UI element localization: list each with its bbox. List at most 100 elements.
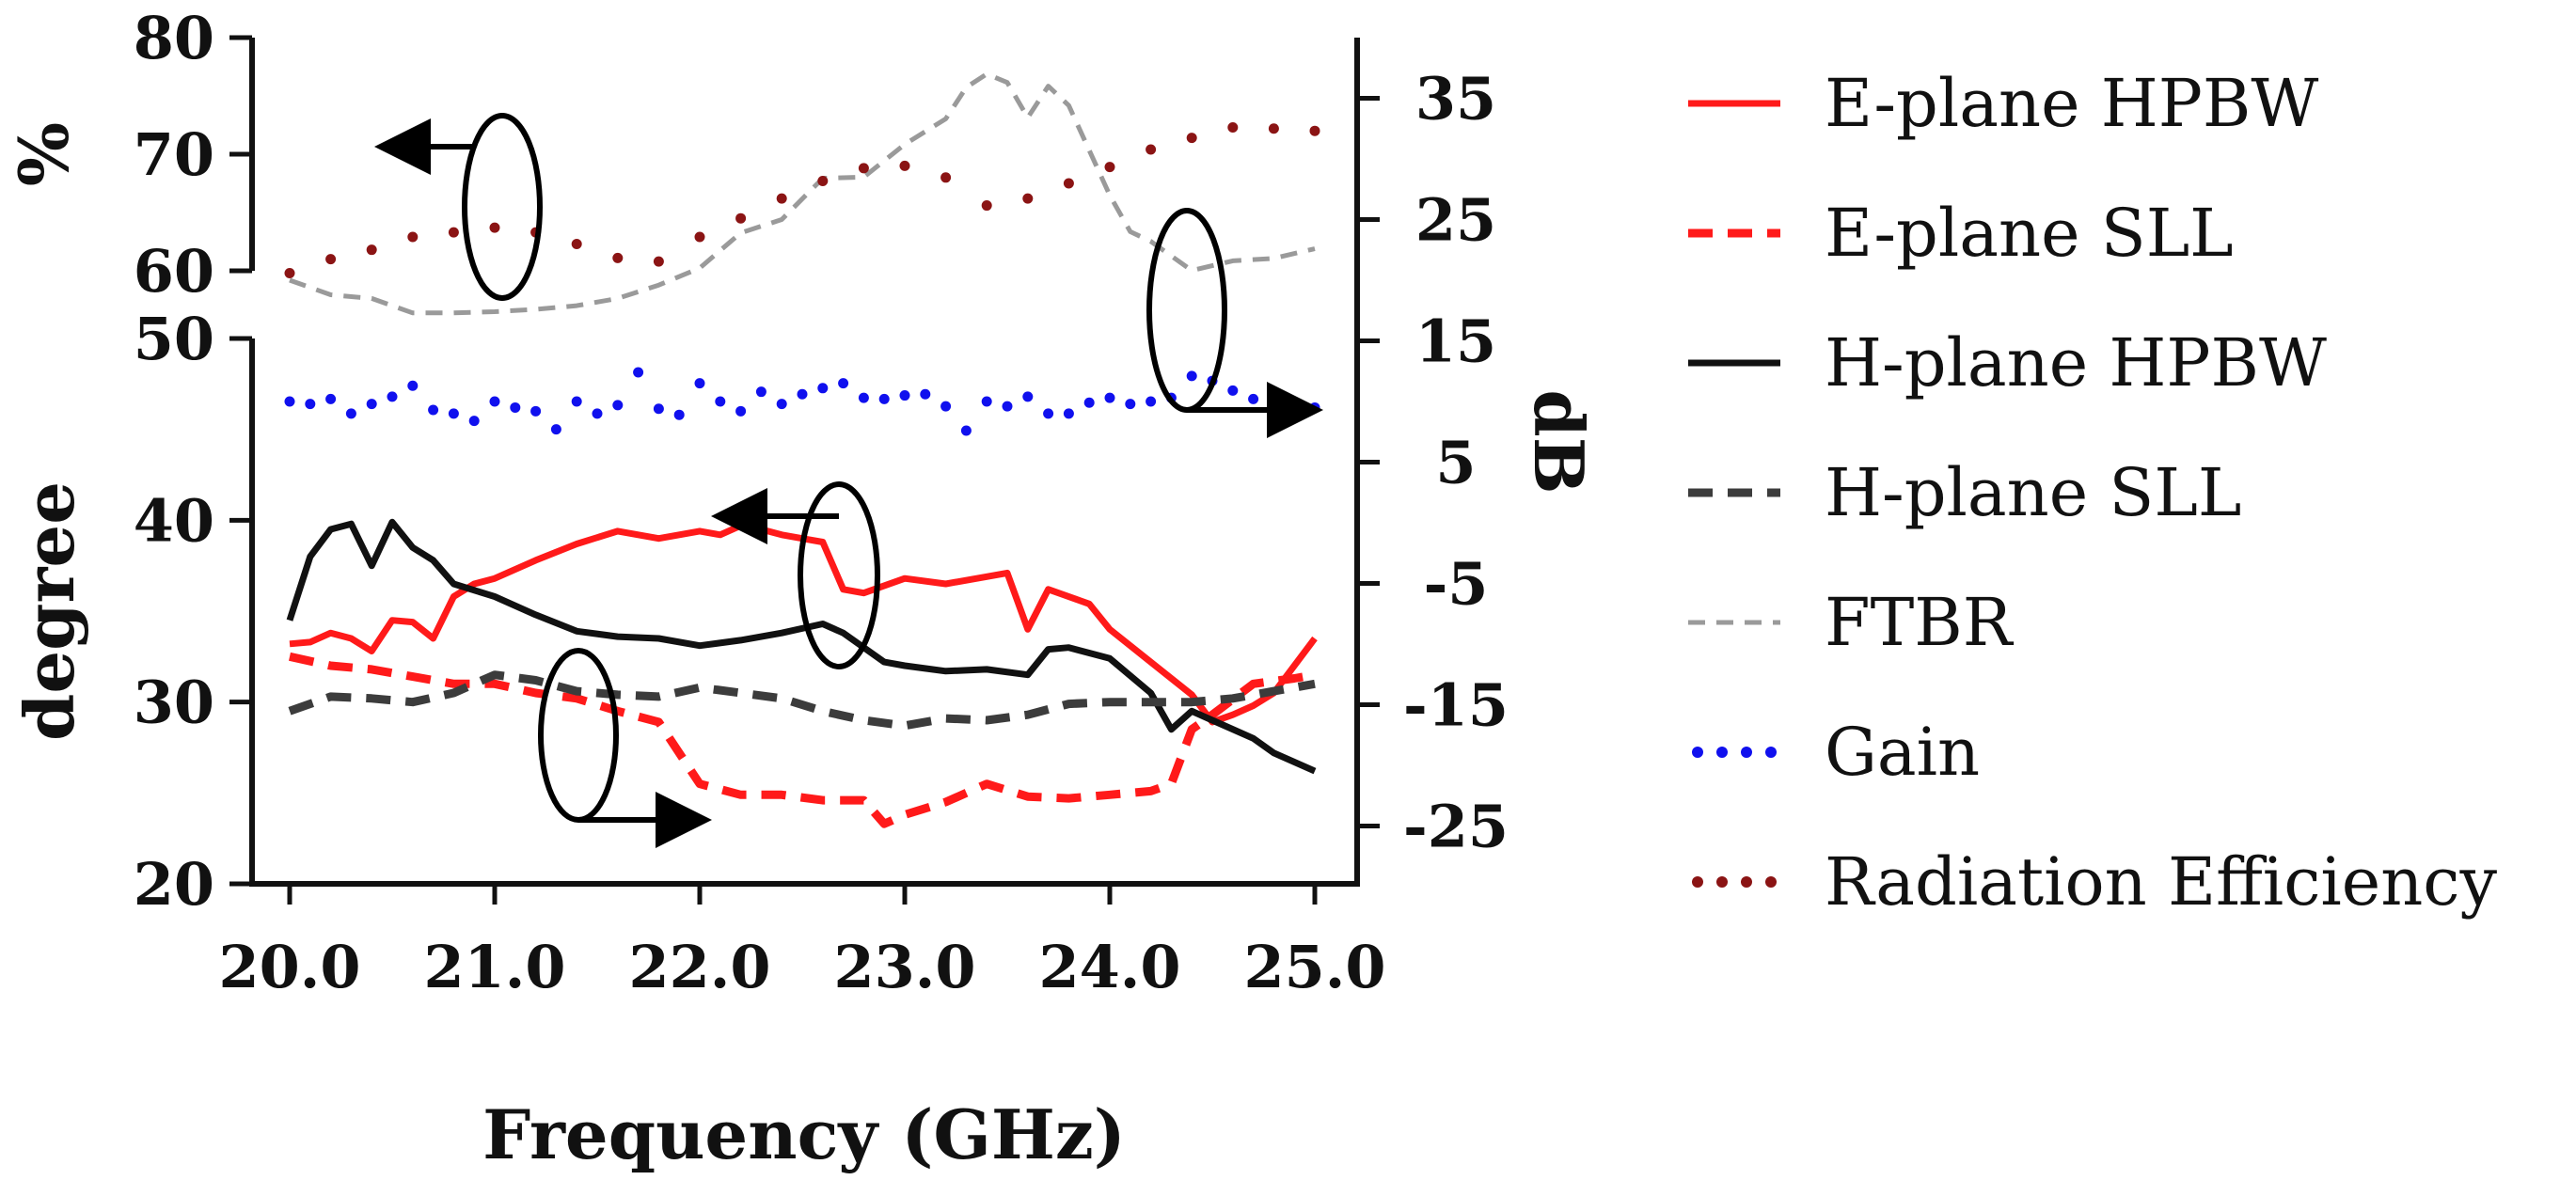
annotation-sll [538,648,712,848]
right-tick-label: 5 [1435,429,1476,497]
series-point [858,392,869,403]
series-point [1104,162,1115,173]
series-point [1309,125,1320,136]
series-point [673,409,685,420]
series-point [715,396,726,407]
series-point [1248,393,1259,404]
annotation-hpbw [711,481,880,669]
series-point [858,163,869,174]
series-point [1083,397,1095,408]
series-point [920,388,931,400]
series-point [387,391,398,402]
series-point [899,160,910,171]
legend-item: H-plane SLL [1688,454,2241,531]
series-point [1125,399,1136,410]
legend-label: E-plane HPBW [1825,65,2318,142]
legend-swatch [1741,876,1752,888]
series-point [694,231,705,243]
series-point [797,388,808,400]
series-radiation-efficiency [284,121,1320,278]
series-point [899,390,910,401]
series-point [325,254,337,265]
series-point [981,200,992,212]
series-point [448,408,459,419]
series-point [776,193,787,204]
left-upper-tick-label: 60 [134,237,214,306]
right-tick-label: 15 [1415,307,1496,376]
right-tick-label: -25 [1403,793,1509,861]
series-point [305,399,316,410]
legend-swatch [1692,876,1703,888]
series-e-plane-sll [289,652,1316,828]
left-lower-tick-label: 50 [134,305,214,373]
series-line [289,522,1318,726]
legend-swatch [1692,747,1703,758]
legend-item: H-plane HPBW [1688,324,2327,401]
legend-swatch [1716,747,1728,758]
annotation-efficiency [374,113,543,301]
series-point [468,416,480,427]
legend-item: Gain [1692,714,1980,791]
right-tick-label: -15 [1403,671,1509,740]
series-point [1043,408,1054,419]
x-axis-title: Frequency (GHz) [482,1094,1126,1174]
series-line [289,71,1316,316]
legend-label: H-plane HPBW [1825,324,2327,401]
legend-item: Radiation Efficiency [1692,843,2497,921]
series-point [284,267,295,278]
series-point [940,401,952,412]
series-gain [284,367,1320,436]
legend-swatch [1765,876,1777,888]
series-point [366,244,377,256]
legend-label: Radiation Efficiency [1825,843,2497,921]
series-point [550,424,561,435]
series-point [755,386,766,398]
series-point [1022,193,1034,204]
left-lower-tick-label: 30 [134,669,214,737]
series-point [407,380,419,391]
series-point [428,404,439,416]
x-tick-label: 21.0 [423,933,565,1001]
series-point [878,393,890,404]
axes [249,38,1360,887]
series-point [1146,144,1157,155]
series-point [1104,392,1115,403]
legend: E-plane HPBW E-plane SLL H-plane HPBW H-pla… [1688,65,2497,921]
x-tick-label: 25.0 [1243,933,1385,1001]
series-point [1186,370,1197,382]
legend-label: H-plane SLL [1825,454,2241,531]
series-point [735,405,747,417]
x-tick-label: 23.0 [833,933,975,1001]
legend-item: FTBR [1688,584,2015,661]
series-point [345,408,356,419]
right-axis-title: dB [1519,389,1599,494]
series-point [735,212,747,224]
legend-label: FTBR [1825,584,2015,661]
annotation-ellipse [538,648,619,823]
series-point [653,256,664,267]
series-e-plane-hpbw [289,522,1318,726]
series-point [960,425,972,436]
annotation-ellipse [1146,208,1227,413]
series-group [284,71,1320,828]
series-point [817,176,829,187]
left-upper-tick-label: 70 [134,120,214,189]
legend-label: E-plane SLL [1825,195,2234,272]
right-tick-label: -5 [1424,550,1489,619]
series-point [612,252,624,263]
series-point [571,396,582,407]
left-upper-tick-label: 80 [134,4,214,72]
series-point [530,405,542,417]
legend-label: Gain [1825,714,1980,791]
series-point [1063,178,1074,189]
series-point [1063,408,1074,419]
series-line [288,670,1316,731]
series-point [284,396,295,407]
series-point [571,238,582,249]
series-point [1227,121,1239,133]
series-point [489,222,500,233]
series-point [366,399,377,410]
series-point [1002,401,1013,412]
series-line [289,652,1316,828]
